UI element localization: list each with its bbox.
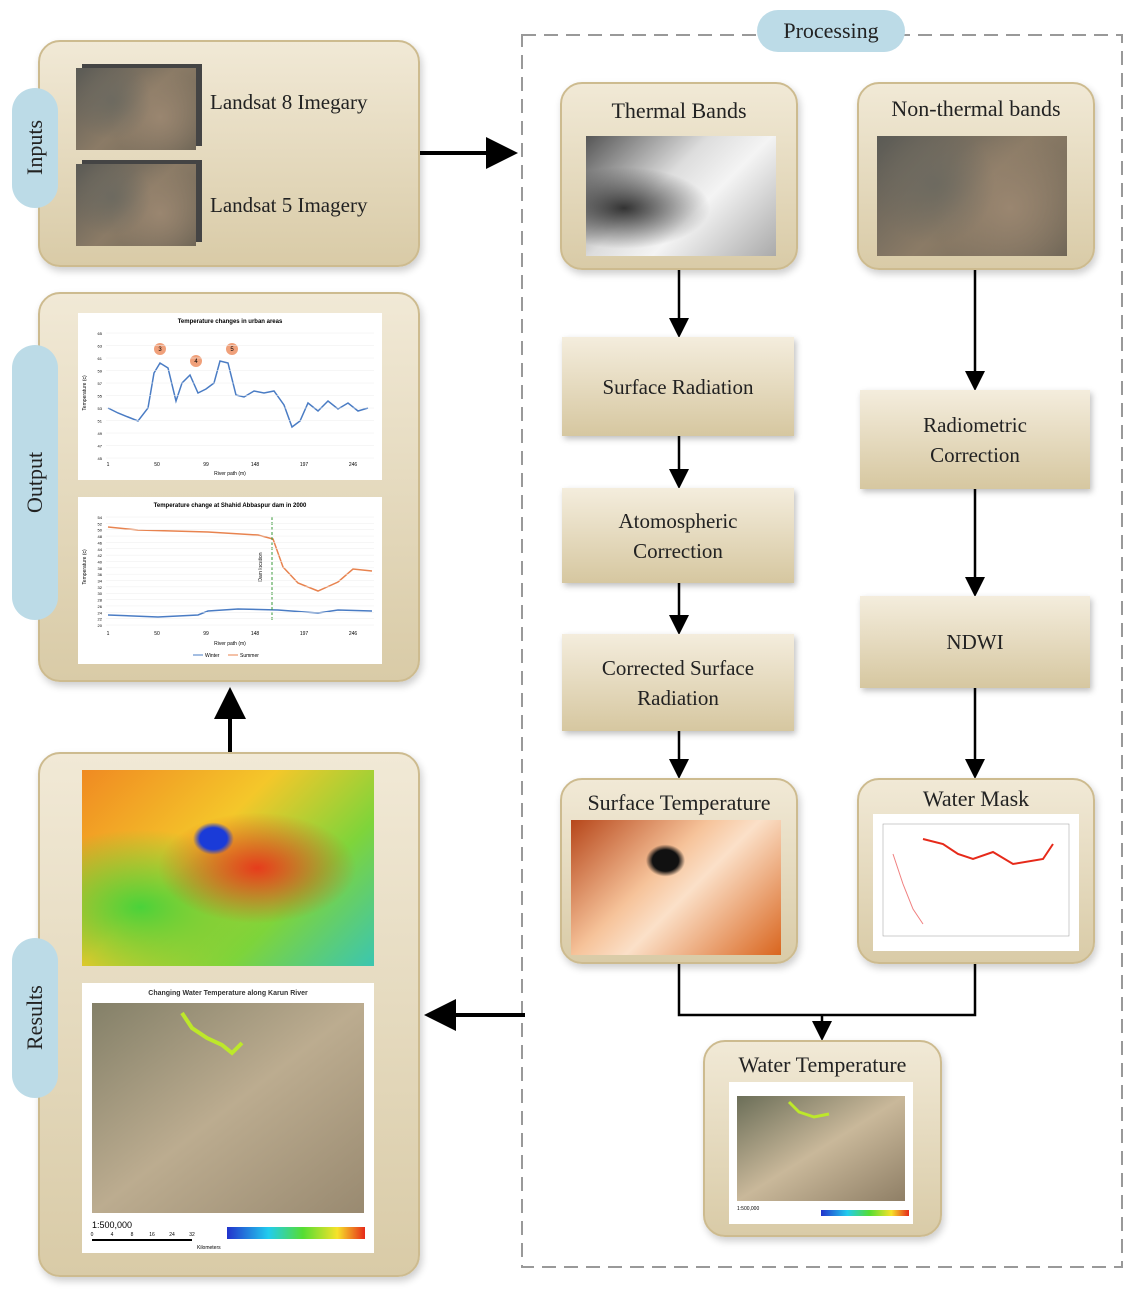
- y-tick-label: 57: [98, 381, 103, 386]
- chart-2: Temperature change at Shahid Abbaspur da…: [78, 497, 382, 664]
- scale-tick: 32: [189, 1232, 195, 1238]
- non-thermal-image: [877, 136, 1067, 256]
- legend-entry: Winter: [205, 653, 220, 659]
- landsat5-image: [76, 164, 196, 246]
- result-map: Changing Water Temperature along Karun R…: [82, 983, 374, 1253]
- chart-1: Temperature changes in urban areas River…: [78, 313, 382, 480]
- y-tick-label: 63: [98, 344, 103, 349]
- y-tick-label: 44: [98, 547, 103, 552]
- x-tick-label: 99: [203, 462, 209, 468]
- x-label: River path (m): [214, 471, 246, 477]
- y-tick-label: 55: [98, 394, 103, 399]
- y-tick-label: 48: [98, 534, 103, 539]
- thermal-image: [586, 136, 776, 256]
- output-box: Temperature changes in urban areas River…: [38, 292, 420, 682]
- x-tick-label: 197: [300, 462, 309, 468]
- y-tick-label: 32: [98, 585, 103, 590]
- y-tick-label: 47: [98, 444, 103, 449]
- node-title: Non-thermal bands: [859, 96, 1093, 122]
- input-label: Landsat 8 Imegary: [210, 90, 367, 115]
- surface-temperature-image: [571, 820, 781, 955]
- scale-tick: 8: [131, 1232, 134, 1238]
- x-tick-label: 1: [107, 631, 110, 637]
- x-tick-label: 197: [300, 631, 309, 637]
- node-title: Water Mask: [859, 786, 1093, 812]
- y-tick-label: 30: [98, 591, 103, 596]
- y-tick-label: 22: [98, 617, 103, 622]
- process-step: Atomospheric Correction: [562, 488, 794, 583]
- scale-unit: Kilometers: [197, 1245, 221, 1251]
- x-tick-label: 148: [251, 462, 260, 468]
- y-tick-label: 45: [98, 456, 103, 461]
- annotation: Dam location: [258, 552, 264, 581]
- processing-label: Processing: [757, 10, 905, 52]
- process-step: Radiometric Correction: [860, 390, 1090, 489]
- connector: [679, 962, 975, 1015]
- y-tick-label: 65: [98, 331, 103, 336]
- x-tick-label: 99: [203, 631, 209, 637]
- y-tick-label: 20: [98, 623, 103, 628]
- node-title: Water Temperature: [705, 1052, 940, 1078]
- y-tick-label: 49: [98, 431, 103, 436]
- results-box: Changing Water Temperature along Karun R…: [38, 752, 420, 1277]
- x-tick-label: 1: [107, 462, 110, 468]
- y-tick-label: 46: [98, 540, 103, 545]
- scale-tick: 24: [169, 1232, 175, 1238]
- chart-title: Temperature change at Shahid Abbaspur da…: [154, 503, 307, 509]
- y-tick-label: 51: [98, 419, 103, 424]
- thermal-box: Thermal Bands: [560, 82, 798, 270]
- input-label: Landsat 5 Imagery: [210, 193, 367, 218]
- scale-tick: 4: [111, 1232, 114, 1238]
- node-title: Surface Temperature: [562, 790, 796, 816]
- water-mask-image: [873, 814, 1079, 951]
- x-tick-label: 148: [251, 631, 260, 637]
- map-scale: 1:500,000: [737, 1206, 759, 1212]
- x-tick-label: 50: [154, 631, 160, 637]
- y-tick-label: 36: [98, 572, 103, 577]
- heat-map: [82, 770, 374, 966]
- process-step: Corrected Surface Radiation: [562, 634, 794, 731]
- x-tick-label: 246: [349, 462, 358, 468]
- y-tick-label: 53: [98, 406, 103, 411]
- y-label: Temperature (c): [82, 549, 88, 585]
- water-mask-box: Water Mask: [857, 778, 1095, 964]
- map-title: Changing Water Temperature along Karun R…: [148, 990, 308, 997]
- y-tick-label: 24: [98, 610, 103, 615]
- y-tick-label: 40: [98, 559, 103, 564]
- process-step: Surface Radiation: [562, 337, 794, 436]
- inputs-label: Inputs: [12, 88, 58, 208]
- scale-tick: 0: [91, 1232, 94, 1238]
- node-title: Thermal Bands: [562, 98, 796, 124]
- results-label: Results: [12, 938, 58, 1098]
- y-tick-label: 34: [98, 579, 103, 584]
- output-label: Output: [12, 345, 58, 620]
- scale-tick: 16: [149, 1232, 155, 1238]
- landsat8-image: [76, 68, 196, 150]
- y-tick-label: 42: [98, 553, 103, 558]
- surface-temperature-box: Surface Temperature: [560, 778, 798, 964]
- y-tick-label: 50: [98, 528, 103, 533]
- y-tick-label: 26: [98, 604, 103, 609]
- chart-title: Temperature changes in urban areas: [178, 319, 283, 325]
- y-tick-label: 28: [98, 598, 103, 603]
- inputs-box: Landsat 8 Imegary Landsat 5 Imagery: [38, 40, 420, 267]
- page: Processing Landsat 8 Imegary Landsat 5 I…: [0, 0, 1124, 1298]
- y-label: Temperature (c): [82, 375, 88, 411]
- x-tick-label: 246: [349, 631, 358, 637]
- water-temperature-box: Water Temperature 1:500,000: [703, 1040, 942, 1237]
- non-thermal-box: Non-thermal bands: [857, 82, 1095, 270]
- x-tick-label: 50: [154, 462, 160, 468]
- x-label: River path (m): [214, 641, 246, 647]
- y-tick-label: 38: [98, 566, 103, 571]
- legend-entry: Summer: [240, 653, 259, 659]
- y-tick-label: 61: [98, 356, 103, 361]
- map-scale: 1:500,000: [92, 1220, 132, 1230]
- water-temperature-image: 1:500,000: [729, 1082, 913, 1224]
- y-tick-label: 59: [98, 369, 103, 374]
- process-step: NDWI: [860, 596, 1090, 688]
- y-tick-label: 52: [98, 521, 103, 526]
- y-tick-label: 54: [98, 515, 103, 520]
